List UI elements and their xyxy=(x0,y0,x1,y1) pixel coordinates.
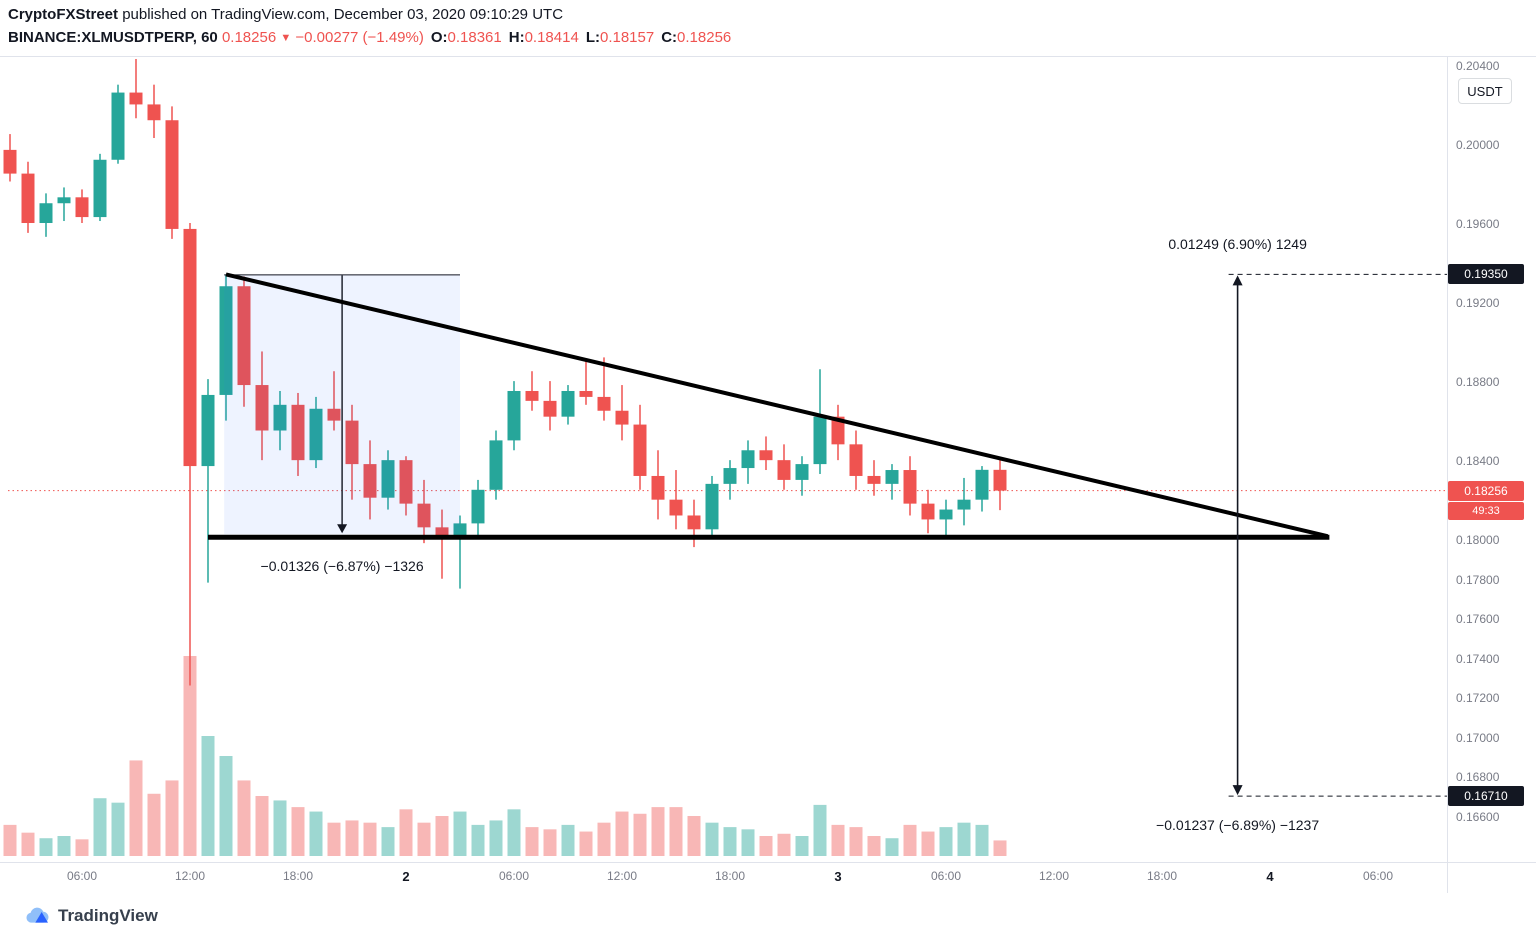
price-axis-label: 0.20000 xyxy=(1456,137,1500,152)
price-axis-label: 0.17000 xyxy=(1456,730,1500,745)
close-label: C: xyxy=(661,29,678,46)
time-axis-border xyxy=(0,862,1536,863)
price-axis-label: 0.19200 xyxy=(1456,296,1500,311)
time-axis-label: 18:00 xyxy=(1146,869,1178,883)
price-axis-label: 0.18400 xyxy=(1456,454,1500,469)
open-label: O: xyxy=(430,29,448,46)
tradingview-brand-text[interactable]: TradingView xyxy=(58,906,158,925)
price-axis-label: 0.16800 xyxy=(1456,770,1500,785)
down-triangle-icon: ▼ xyxy=(280,32,292,44)
time-axis-day-label: 2 xyxy=(402,869,410,884)
price-axis-label: 0.19600 xyxy=(1456,216,1500,231)
symbol-interval: BINANCE:XLMUSDTPERP, 60 xyxy=(8,29,218,46)
byline: CryptoFXStreet published on TradingView.… xyxy=(8,6,563,23)
time-axis-label: 12:00 xyxy=(174,869,206,883)
drawing-level-tag: 0.16710 xyxy=(1448,786,1524,807)
time-axis-label: 12:00 xyxy=(606,869,638,883)
high-label: H: xyxy=(508,29,525,46)
price-axis-label: 0.18000 xyxy=(1456,533,1500,548)
time-axis-label: 18:00 xyxy=(714,869,746,883)
price-axis-label: 0.16600 xyxy=(1456,809,1500,824)
price-axis-label: 0.17600 xyxy=(1456,612,1500,627)
price-axis-label: 0.17200 xyxy=(1456,691,1500,706)
bar-countdown-tag: 49:33 xyxy=(1448,502,1524,520)
time-axis-day-label: 4 xyxy=(1266,869,1274,884)
currency-toggle-button[interactable]: USDT xyxy=(1458,78,1512,104)
tradingview-logo-icon xyxy=(26,906,50,926)
price-axis-label: 0.17800 xyxy=(1456,572,1500,587)
right-measure-bottom-label: −0.01237 (−6.89%) −1237 xyxy=(1156,817,1320,834)
low-label: L: xyxy=(585,29,600,46)
price-axis-label: 0.18800 xyxy=(1456,375,1500,390)
time-axis-label: 06:00 xyxy=(1362,869,1394,883)
quote-line: BINANCE:XLMUSDTPERP, 60 0.18256 ▼ −0.002… xyxy=(8,29,731,46)
time-axis-label: 06:00 xyxy=(498,869,530,883)
drawing-level-tag: 0.19350 xyxy=(1448,264,1524,285)
high-value: 0.18414 xyxy=(524,29,579,46)
open-value: 0.18361 xyxy=(447,29,502,46)
close-value: 0.18256 xyxy=(677,29,732,46)
left-measure-label: −0.01326 (−6.87%) −1326 xyxy=(260,558,424,575)
price-axis-label: 0.17400 xyxy=(1456,651,1500,666)
low-value: 0.18157 xyxy=(599,29,655,46)
price-change: −0.00277 (−1.49%) xyxy=(295,29,424,46)
time-axis-label: 06:00 xyxy=(66,869,98,883)
time-axis-label: 12:00 xyxy=(1038,869,1070,883)
author-name: CryptoFXStreet xyxy=(8,6,119,23)
chart-top-border xyxy=(0,56,1536,57)
footer[interactable]: TradingView xyxy=(26,906,158,926)
time-axis-label: 06:00 xyxy=(930,869,962,883)
time-axis-label: 18:00 xyxy=(282,869,314,883)
price-axis-border xyxy=(1447,57,1448,893)
last-price: 0.18256 xyxy=(221,29,277,46)
published-text: published on TradingView.com, December 0… xyxy=(118,6,564,23)
price-axis-label: 0.20400 xyxy=(1456,58,1500,73)
time-axis-day-label: 3 xyxy=(834,869,842,884)
right-measure-top-label: 0.01249 (6.90%) 1249 xyxy=(1168,236,1307,253)
current-price-tag: 0.18256 xyxy=(1448,480,1524,501)
